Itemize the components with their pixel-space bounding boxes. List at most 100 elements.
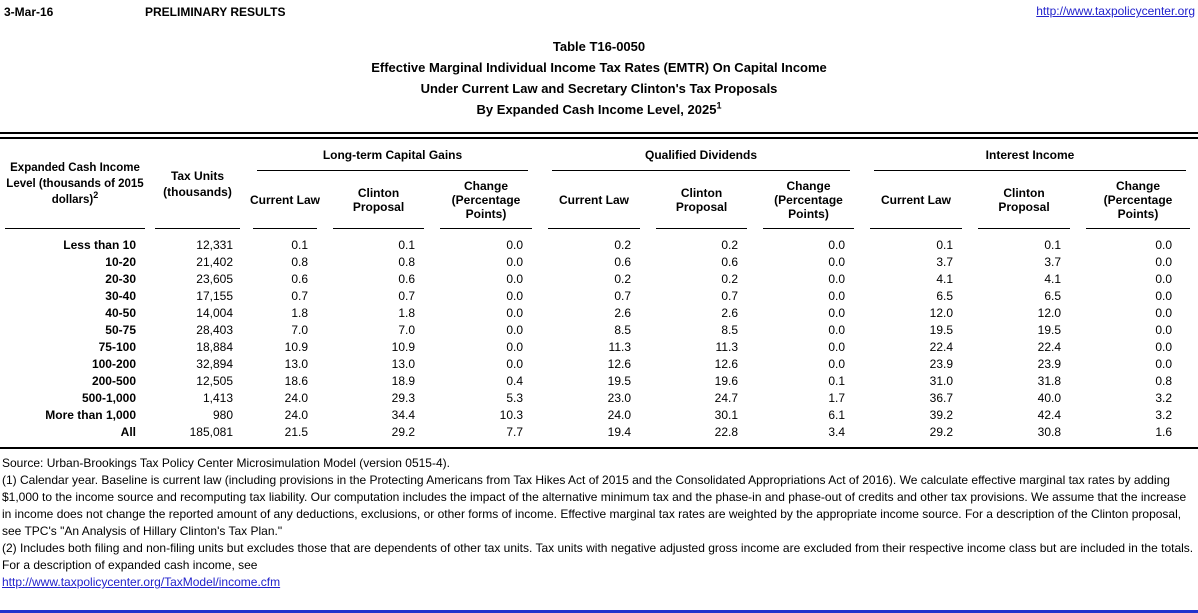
value-cell: 0.7 bbox=[398, 289, 415, 303]
value-cell: 2.6 bbox=[721, 306, 738, 320]
value-cell: 1.6 bbox=[1155, 425, 1173, 439]
tax-units-cell: 14,004 bbox=[196, 306, 233, 320]
value-cell: 6.5 bbox=[936, 289, 953, 303]
value-cell: 0.8 bbox=[1155, 374, 1173, 388]
value-cell: 0.0 bbox=[1155, 340, 1173, 354]
value-cell: 10.9 bbox=[391, 340, 415, 354]
table-row: 50-75 28,403 7.0 7.0 0.0 8.5 8.5 0.0 19.5 19.5 0.0 bbox=[0, 322, 1198, 339]
row-label: 50-75 bbox=[105, 323, 136, 337]
value-cell: 0.0 bbox=[506, 323, 523, 337]
row-label: 30-40 bbox=[105, 289, 136, 303]
value-cell: 0.0 bbox=[828, 340, 845, 354]
value-cell: 3.2 bbox=[1155, 408, 1173, 422]
value-cell: 0.0 bbox=[506, 272, 523, 286]
page-subtitle: Under Current Law and Secretary Clinton'… bbox=[420, 81, 778, 96]
table-body: Less than 10 12,331 0.1 0.1 0.0 0.2 0.2 0.0 0.1 0… bbox=[0, 229, 1198, 448]
value-cell: 0.0 bbox=[506, 340, 523, 354]
table-row: 10-20 21,402 0.8 0.8 0.0 0.6 0.6 0.0 3.7 3.7 0.0 bbox=[0, 254, 1198, 271]
value-cell: 31.8 bbox=[1037, 374, 1061, 388]
value-cell: 0.0 bbox=[506, 255, 523, 269]
value-cell: 29.2 bbox=[929, 425, 953, 439]
table-row: 40-50 14,004 1.8 1.8 0.0 2.6 2.6 0.0 12.0 12.0 0.0 bbox=[0, 305, 1198, 322]
tax-units-cell: 17,155 bbox=[196, 289, 233, 303]
tax-units-cell: 21,402 bbox=[196, 255, 233, 269]
value-cell: 24.0 bbox=[284, 408, 308, 422]
table-top-divider bbox=[0, 132, 1198, 139]
value-cell: 36.7 bbox=[929, 391, 953, 405]
tax-units-cell: 1,413 bbox=[202, 391, 233, 405]
row-label: 40-50 bbox=[105, 306, 136, 320]
column-header-ii-clinton-proposal: Clinton Proposal bbox=[970, 171, 1078, 229]
value-cell: 1.7 bbox=[828, 391, 845, 405]
row-label: 10-20 bbox=[105, 255, 136, 269]
value-cell: 3.7 bbox=[1044, 255, 1061, 269]
date-label: 3-Mar-16 bbox=[4, 5, 54, 19]
value-cell: 0.1 bbox=[291, 238, 308, 252]
value-cell: 0.7 bbox=[291, 289, 308, 303]
row-label: All bbox=[120, 425, 136, 439]
value-cell: 24.0 bbox=[284, 391, 308, 405]
table-row: 20-30 23,605 0.6 0.6 0.0 0.2 0.2 0.0 4.1 4.1 0.0 bbox=[0, 271, 1198, 288]
table-row: 30-40 17,155 0.7 0.7 0.0 0.7 0.7 0.0 6.5 6.5 0.0 bbox=[0, 288, 1198, 305]
value-cell: 0.0 bbox=[506, 289, 523, 303]
row-label: More than 1,000 bbox=[45, 408, 136, 422]
top-bar: 3-Mar-16 PRELIMINARY RESULTS http://www.… bbox=[0, 0, 1198, 22]
value-cell: 2.6 bbox=[614, 306, 631, 320]
value-cell: 12.0 bbox=[1037, 306, 1061, 320]
value-cell: 30.8 bbox=[1037, 425, 1061, 439]
value-cell: 0.1 bbox=[936, 238, 953, 252]
value-cell: 0.0 bbox=[506, 306, 523, 320]
value-cell: 0.0 bbox=[1155, 255, 1173, 269]
value-cell: 0.2 bbox=[721, 272, 738, 286]
table-row: 200-500 12,505 18.6 18.9 0.4 19.5 19.6 0.1 31.0 3… bbox=[0, 373, 1198, 390]
table-row: 100-200 32,894 13.0 13.0 0.0 12.6 12.6 0.0 23.9 2… bbox=[0, 356, 1198, 373]
value-cell: 0.6 bbox=[291, 272, 308, 286]
value-cell: 22.8 bbox=[714, 425, 738, 439]
value-cell: 1.8 bbox=[291, 306, 308, 320]
value-cell: 42.4 bbox=[1037, 408, 1061, 422]
table-number-title: Table T16-0050 bbox=[552, 39, 646, 54]
row-label: 500-1,000 bbox=[81, 391, 136, 405]
value-cell: 7.7 bbox=[506, 425, 523, 439]
footnote-ref-2: 2 bbox=[93, 189, 99, 200]
value-cell: 19.5 bbox=[1037, 323, 1061, 337]
tax-units-cell: 32,894 bbox=[196, 357, 233, 371]
table-row: 75-100 18,884 10.9 10.9 0.0 11.3 11.3 0.0 22.4 22… bbox=[0, 339, 1198, 356]
page-title: Effective Marginal Individual Income Tax… bbox=[371, 60, 827, 75]
value-cell: 13.0 bbox=[391, 357, 415, 371]
footnote-1: (1) Calendar year. Baseline is current l… bbox=[2, 473, 1187, 538]
value-cell: 0.6 bbox=[398, 272, 415, 286]
value-cell: 3.7 bbox=[936, 255, 953, 269]
value-cell: 0.0 bbox=[828, 357, 845, 371]
source-note: Source: Urban-Brookings Tax Policy Cente… bbox=[2, 456, 450, 470]
table-row: 500-1,000 1,413 24.0 29.3 5.3 23.0 24.7 1.7 36.7… bbox=[0, 390, 1198, 407]
column-header-ltcg-current-law: Current Law bbox=[245, 171, 325, 229]
value-cell: 40.0 bbox=[1037, 391, 1061, 405]
value-cell: 19.6 bbox=[714, 374, 738, 388]
taxpolicycenter-link[interactable]: http://www.taxpolicycenter.org bbox=[1036, 4, 1195, 18]
row-label: 100-200 bbox=[91, 357, 136, 371]
value-cell: 6.1 bbox=[828, 408, 845, 422]
value-cell: 7.0 bbox=[398, 323, 415, 337]
column-header-ltcg-clinton-proposal: Clinton Proposal bbox=[325, 171, 432, 229]
sub-header-row: Current Law Clinton Proposal Change (Per… bbox=[0, 171, 1198, 229]
value-cell: 23.9 bbox=[929, 357, 953, 371]
value-cell: 3.4 bbox=[828, 425, 845, 439]
value-cell: 11.3 bbox=[715, 340, 738, 354]
column-header-income-level: Expanded Cash Income Level (thousands of… bbox=[0, 139, 150, 229]
value-cell: 5.3 bbox=[506, 391, 523, 405]
tax-units-cell: 185,081 bbox=[189, 425, 233, 439]
value-cell: 12.6 bbox=[714, 357, 738, 371]
value-cell: 29.3 bbox=[391, 391, 415, 405]
row-label: Less than 10 bbox=[63, 238, 136, 252]
column-header-ii-change: Change (Percentage Points) bbox=[1078, 171, 1198, 229]
value-cell: 0.2 bbox=[614, 238, 631, 252]
income-definition-link[interactable]: http://www.taxpolicycenter.org/TaxModel/… bbox=[2, 575, 281, 589]
row-label: 75-100 bbox=[98, 340, 136, 354]
tax-units-cell: 980 bbox=[212, 408, 233, 422]
value-cell: 0.0 bbox=[828, 306, 845, 320]
table-row: All 185,081 21.5 29.2 7.7 19.4 22.8 3.4 29.2 30.8… bbox=[0, 424, 1198, 448]
tax-units-cell: 12,505 bbox=[196, 374, 233, 388]
value-cell: 22.4 bbox=[929, 340, 953, 354]
